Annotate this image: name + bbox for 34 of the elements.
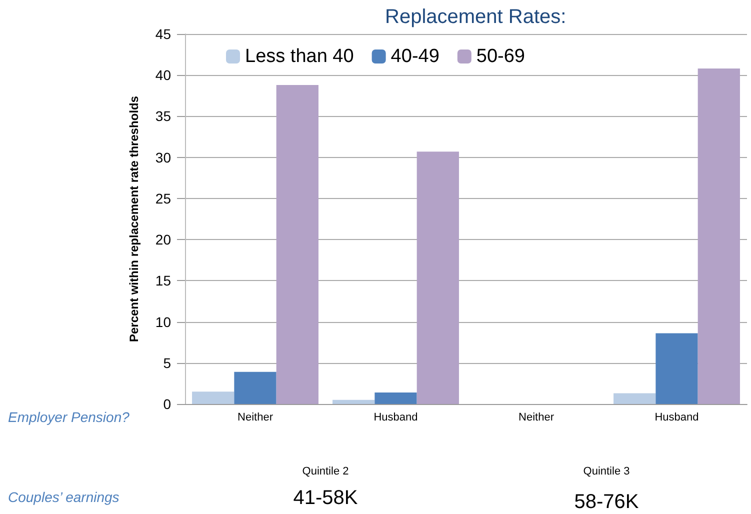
x-tick-label: Neither <box>238 412 274 424</box>
y-tick-label: 25 <box>155 190 172 206</box>
bar <box>276 84 318 404</box>
text: Quintile 2 <box>302 466 349 478</box>
y-axis-title: Percent within replacement rate thresholds <box>127 96 141 342</box>
text: 41-58K <box>293 487 358 509</box>
y-tick-label: 30 <box>155 149 172 166</box>
y-tick-label: 20 <box>155 232 172 248</box>
legend-label: 40-49 <box>390 46 440 67</box>
text: 58-76K <box>574 491 640 513</box>
y-tick-label: 0 <box>163 396 172 412</box>
x-tick-label: Husband <box>374 412 418 424</box>
y-tick-label: 5 <box>163 354 172 371</box>
bar <box>698 68 740 404</box>
text: Couples’ earnings <box>8 489 120 505</box>
bar <box>374 392 417 404</box>
x-tick-label: Neither <box>518 412 554 424</box>
y-tick-label: 10 <box>155 314 172 330</box>
text: Employer Pension? <box>8 409 130 425</box>
bar <box>192 392 234 404</box>
x-tick-label: Husband <box>654 412 699 424</box>
bar <box>416 152 459 404</box>
legend-label: 50-69 <box>476 46 526 67</box>
bar <box>332 400 375 404</box>
y-tick-label: 15 <box>155 272 172 289</box>
chart-title: Replacement Rates: <box>385 6 566 28</box>
y-tick-label: 40 <box>155 67 172 84</box>
y-tick-label: 45 <box>155 26 172 42</box>
bar <box>234 372 276 404</box>
legend-label: Less than 40 <box>245 46 354 67</box>
text: Quintile 3 <box>583 466 630 478</box>
bar <box>614 393 656 404</box>
bar <box>656 333 698 404</box>
y-tick-label: 35 <box>155 108 172 124</box>
